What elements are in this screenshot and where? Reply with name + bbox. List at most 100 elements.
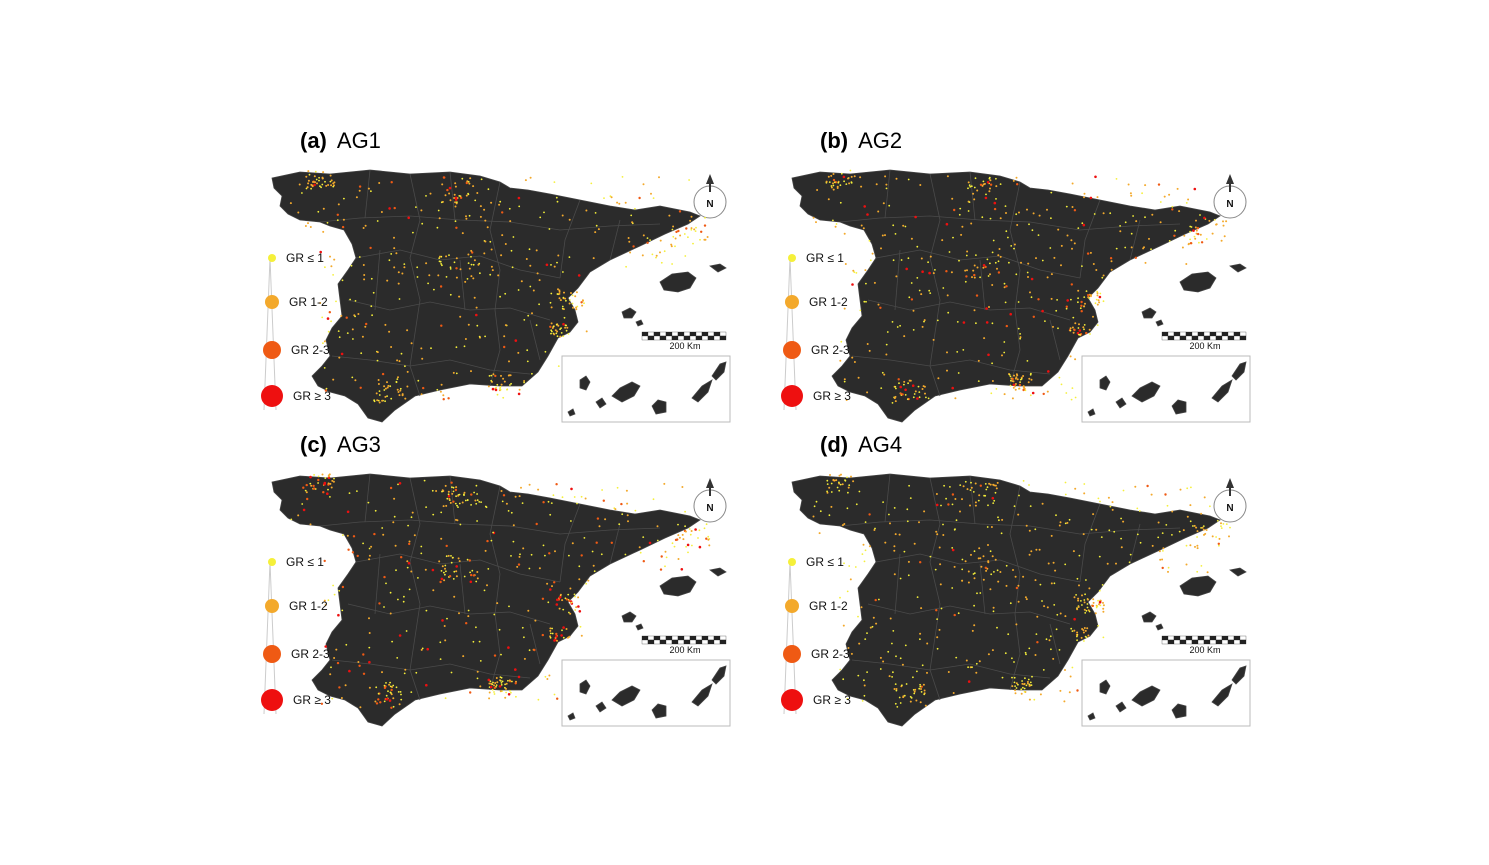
- municipality-point: [446, 188, 449, 192]
- municipality-point: [1085, 331, 1088, 335]
- municipality-point: [506, 388, 509, 391]
- municipality-point: [1196, 570, 1199, 573]
- municipality-point: [976, 266, 979, 269]
- municipality-point: [567, 593, 570, 596]
- municipality-point: [849, 578, 852, 581]
- municipality-point: [370, 277, 373, 280]
- municipality-point: [1220, 522, 1222, 525]
- municipality-point: [924, 392, 926, 395]
- municipality-point: [1016, 378, 1019, 381]
- municipality-point: [873, 281, 876, 284]
- municipality-point: [500, 383, 503, 386]
- municipality-point: [905, 683, 908, 685]
- municipality-point: [864, 521, 867, 523]
- municipality-point: [860, 185, 863, 188]
- municipality-point: [569, 612, 572, 615]
- municipality-point: [477, 263, 480, 266]
- municipality-point: [562, 271, 564, 273]
- municipality-point: [410, 516, 413, 519]
- municipality-point: [826, 490, 828, 493]
- municipality-point: [583, 302, 585, 305]
- municipality-point: [467, 193, 470, 196]
- municipality-point: [561, 307, 564, 310]
- municipality-point: [395, 686, 398, 689]
- municipality-point: [974, 482, 977, 485]
- municipality-point: [378, 182, 381, 184]
- municipality-point: [694, 230, 697, 232]
- municipality-point: [899, 385, 902, 389]
- municipality-point: [585, 209, 588, 212]
- municipality-point: [583, 537, 586, 539]
- municipality-point: [553, 265, 556, 268]
- municipality-point: [1081, 604, 1083, 606]
- municipality-point: [523, 657, 526, 660]
- municipality-point: [1151, 213, 1154, 216]
- municipality-point: [682, 538, 685, 541]
- municipality-point: [866, 213, 869, 216]
- municipality-point: [978, 660, 981, 663]
- municipality-point: [838, 489, 841, 492]
- municipality-point: [500, 676, 503, 679]
- municipality-point: [551, 632, 554, 635]
- municipality-point: [889, 617, 892, 620]
- municipality-point: [1092, 263, 1095, 265]
- municipality-point: [305, 175, 308, 178]
- municipality-point: [1064, 669, 1066, 671]
- municipality-point: [705, 523, 708, 526]
- municipality-point: [923, 689, 926, 692]
- municipality-point: [895, 177, 898, 180]
- data-points: [812, 169, 1228, 404]
- municipality-point: [547, 601, 550, 604]
- municipality-point: [1016, 183, 1019, 186]
- municipality-point: [828, 514, 831, 517]
- municipality-point: [518, 495, 521, 498]
- municipality-point: [1018, 387, 1021, 390]
- municipality-point: [691, 544, 693, 547]
- municipality-point: [1088, 610, 1091, 613]
- municipality-point: [1111, 501, 1114, 504]
- municipality-point: [997, 580, 1000, 583]
- scale-bar-segment: [1221, 335, 1229, 341]
- municipality-point: [578, 565, 581, 568]
- municipality-point: [955, 656, 958, 659]
- municipality-point: [420, 648, 423, 651]
- municipality-point: [1015, 682, 1018, 685]
- municipality-point: [1017, 600, 1020, 603]
- municipality-point: [935, 530, 938, 533]
- scale-bar-segment: [1203, 635, 1211, 641]
- municipality-point: [877, 303, 880, 306]
- scale-bar-segment: [641, 331, 649, 337]
- municipality-point: [558, 607, 561, 610]
- municipality-point: [548, 228, 551, 230]
- municipality-point: [898, 382, 900, 385]
- municipality-point: [510, 382, 512, 385]
- municipality-point: [1034, 528, 1037, 531]
- municipality-point: [1071, 666, 1074, 669]
- municipality-point: [959, 510, 961, 513]
- municipality-point: [565, 628, 568, 630]
- municipality-point: [903, 380, 906, 383]
- municipality-point: [1077, 301, 1079, 304]
- municipality-point: [1041, 309, 1044, 313]
- municipality-point: [488, 682, 491, 685]
- municipality-point: [467, 609, 470, 612]
- municipality-point: [927, 261, 929, 264]
- municipality-point: [843, 562, 845, 565]
- municipality-point: [458, 493, 461, 496]
- municipality-point: [699, 238, 701, 241]
- panel-name: AG2: [858, 128, 903, 153]
- municipality-point: [1165, 524, 1168, 526]
- legend-label: GR ≤ 1: [806, 555, 844, 569]
- municipality-point: [342, 218, 345, 221]
- municipality-point: [690, 215, 693, 218]
- scale-bar-segment: [659, 331, 667, 337]
- legend-swatch: [788, 558, 796, 566]
- municipality-point: [1102, 300, 1105, 303]
- municipality-point: [565, 598, 569, 601]
- municipality-point: [687, 236, 689, 239]
- municipality-point: [568, 302, 571, 305]
- municipality-point: [932, 338, 935, 341]
- municipality-point: [318, 176, 320, 179]
- municipality-point: [408, 588, 411, 591]
- municipality-point: [364, 224, 367, 227]
